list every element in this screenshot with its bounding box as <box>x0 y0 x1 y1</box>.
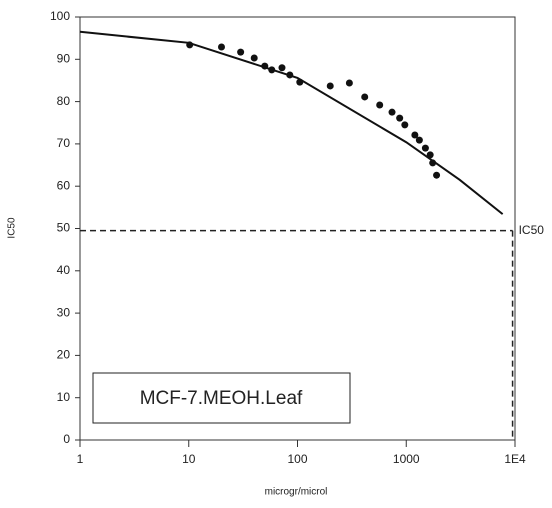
x-tick-label: 100 <box>287 452 307 466</box>
point <box>326 82 334 90</box>
y-tick-label: 50 <box>57 221 71 235</box>
point <box>396 114 404 122</box>
point <box>376 101 384 109</box>
y-axis-label: IC50 <box>7 217 18 239</box>
point <box>421 144 429 152</box>
point <box>361 93 369 101</box>
point <box>388 108 396 116</box>
y-tick-label: 10 <box>57 390 71 404</box>
x-tick-label: 1000 <box>393 452 420 466</box>
y-tick-label: 80 <box>57 94 71 108</box>
x-tick-label: 1E4 <box>504 452 526 466</box>
y-tick-label: 100 <box>50 9 70 23</box>
y-tick-label: 30 <box>57 305 71 319</box>
point <box>433 171 441 179</box>
point <box>411 131 419 139</box>
point <box>415 136 423 144</box>
y-tick-label: 40 <box>57 263 71 277</box>
point <box>345 79 353 87</box>
legend-box <box>92 372 351 424</box>
ic50-label: IC50 <box>519 223 545 237</box>
y-tick-label: 0 <box>63 432 70 446</box>
point <box>278 64 286 72</box>
point <box>250 54 258 62</box>
point <box>401 121 409 129</box>
y-tick-label: 60 <box>57 178 71 192</box>
x-tick-label: 1 <box>77 452 84 466</box>
point <box>237 48 245 56</box>
point <box>217 43 225 51</box>
fit-curve <box>79 30 504 215</box>
y-tick-label: 70 <box>57 136 71 150</box>
legend-text: MCF-7.MEOH.Leaf <box>140 388 303 409</box>
y-tick-label: 90 <box>57 51 71 65</box>
x-tick-label: 10 <box>182 452 196 466</box>
x-axis-label: microgr/microl <box>265 487 328 498</box>
y-tick-label: 20 <box>57 348 71 362</box>
